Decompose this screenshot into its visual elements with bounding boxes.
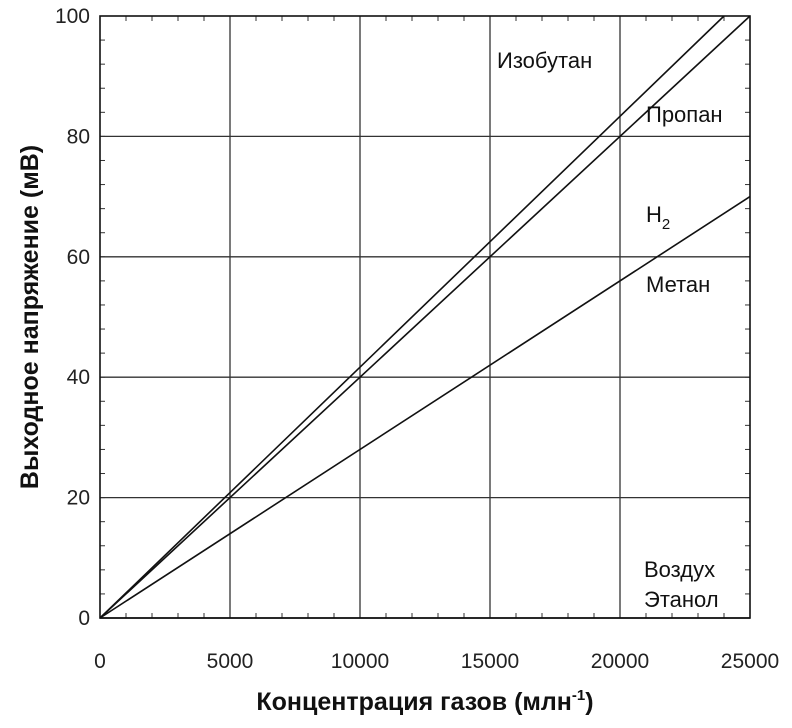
x-tick-label: 15000 xyxy=(461,650,519,673)
minor-ticks xyxy=(100,16,750,618)
series-label-hydrogen: H2 xyxy=(646,202,670,233)
y-tick-label: 0 xyxy=(78,607,90,630)
series-label-hydrogen-main: H xyxy=(646,202,662,227)
x-axis-title-main: Концентрация газов (млн xyxy=(256,688,572,716)
series-label-methane: Метан xyxy=(646,272,710,297)
y-tick-label: 20 xyxy=(67,487,90,510)
x-tick-label: 10000 xyxy=(331,650,389,673)
x-tick-labels: 0 5000 10000 15000 20000 25000 xyxy=(94,650,779,673)
y-tick-label: 60 xyxy=(67,246,90,269)
y-tick-labels: 0 20 40 60 80 100 xyxy=(55,5,90,630)
series-label-hydrogen-subscript: 2 xyxy=(662,216,670,233)
y-axis-title: Выходное напряжение (мВ) xyxy=(16,145,44,489)
series-line-0 xyxy=(99,15,725,619)
x-axis-title: Концентрация газов (млн-1) xyxy=(256,687,593,716)
series-label-ethanol: Этанол xyxy=(644,587,719,612)
x-tick-label: 0 xyxy=(94,650,106,673)
series-line-2 xyxy=(99,195,751,619)
series-label-isobutane: Изобутан xyxy=(497,48,592,73)
x-tick-label: 20000 xyxy=(591,650,649,673)
y-tick-label: 40 xyxy=(67,366,90,389)
x-tick-label: 5000 xyxy=(207,650,254,673)
series-label-air: Воздух xyxy=(644,557,715,582)
series-label-propane: Пропан xyxy=(646,102,723,127)
x-tick-label: 25000 xyxy=(721,650,779,673)
series-lines xyxy=(99,15,751,619)
series-line-1 xyxy=(99,15,751,619)
x-axis-title-end: ) xyxy=(585,688,593,716)
x-axis-title-superscript: -1 xyxy=(572,687,585,704)
y-tick-label: 80 xyxy=(67,125,90,148)
y-tick-label: 100 xyxy=(55,5,90,28)
